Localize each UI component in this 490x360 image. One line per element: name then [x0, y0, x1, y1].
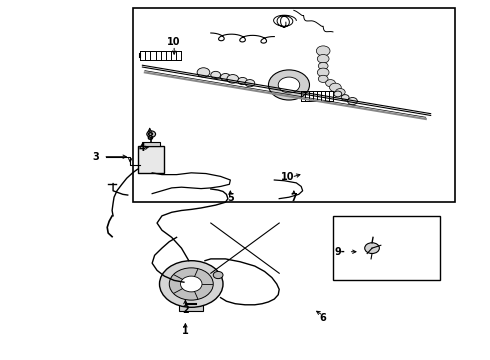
Circle shape [341, 95, 349, 100]
Circle shape [269, 70, 310, 100]
Text: 10: 10 [168, 37, 181, 47]
Circle shape [180, 276, 202, 292]
Text: 5: 5 [227, 193, 234, 203]
Text: 6: 6 [320, 313, 326, 323]
Bar [133, 8, 455, 202]
Circle shape [169, 268, 213, 300]
Circle shape [245, 80, 255, 87]
Circle shape [318, 75, 328, 82]
Circle shape [334, 91, 342, 97]
Circle shape [318, 68, 329, 77]
Circle shape [278, 77, 300, 93]
Circle shape [159, 261, 223, 307]
Bar [333, 216, 441, 280]
Circle shape [238, 77, 247, 85]
Bar [179, 304, 203, 311]
Circle shape [326, 80, 335, 87]
Text: 8: 8 [147, 132, 153, 142]
Circle shape [365, 243, 379, 253]
Circle shape [318, 62, 328, 69]
Circle shape [213, 271, 223, 279]
Text: 4: 4 [139, 143, 146, 153]
Text: 1: 1 [182, 325, 189, 336]
Bar [143, 142, 160, 146]
Text: 3: 3 [93, 152, 99, 162]
Circle shape [211, 71, 220, 78]
Circle shape [330, 83, 341, 92]
Circle shape [227, 75, 239, 83]
Text: 7: 7 [291, 193, 297, 203]
Circle shape [317, 46, 330, 56]
Text: 2: 2 [182, 305, 189, 315]
Circle shape [197, 68, 210, 77]
Circle shape [147, 131, 156, 137]
Text: 10: 10 [281, 172, 295, 182]
Text: 9-: 9- [335, 247, 345, 257]
Bar [138, 146, 164, 173]
Circle shape [347, 98, 357, 105]
Circle shape [220, 73, 230, 81]
Circle shape [335, 89, 345, 96]
Circle shape [318, 54, 329, 63]
